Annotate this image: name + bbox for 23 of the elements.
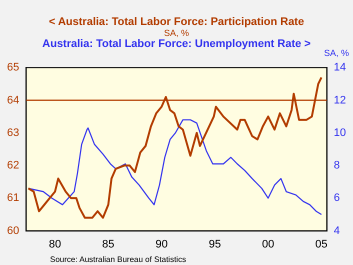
y-tick-label: 64 bbox=[6, 94, 20, 106]
x-tick-label: 05 bbox=[315, 238, 328, 250]
text: Australia: Total Labor Force: Unemployment Rate > bbox=[42, 38, 311, 50]
y-tick-label: 60 bbox=[6, 224, 20, 237]
y-tick-label: 63 bbox=[6, 126, 20, 139]
x-tick-label: 90 bbox=[155, 238, 168, 250]
x-tick-label: 00 bbox=[262, 238, 274, 250]
x-tick-label: 80 bbox=[48, 238, 62, 250]
source-note: Source: Australian Bureau of Statistics bbox=[50, 255, 186, 264]
y-tick-label: 65 bbox=[6, 62, 20, 74]
y-axis-title: SA, % bbox=[162, 28, 190, 38]
y2-tick-label: 12 bbox=[334, 94, 346, 106]
y2-tick-label: 6 bbox=[334, 192, 340, 204]
text: < Australia: Total Labor Force: Participation Rate bbox=[48, 16, 306, 28]
y-tick-label: 61 bbox=[6, 192, 20, 204]
y-tick-label: 62 bbox=[6, 160, 20, 172]
x-tick-label: 85 bbox=[102, 238, 114, 250]
y2-tick-label: 4 bbox=[334, 224, 340, 237]
x-tick-label: 95 bbox=[208, 238, 221, 250]
y2-tick-label: 8 bbox=[334, 160, 340, 172]
y2-tick-label: 14 bbox=[334, 62, 346, 74]
y2-tick-label: 10 bbox=[334, 126, 346, 139]
y2-axis-title: SA, % bbox=[324, 48, 349, 58]
